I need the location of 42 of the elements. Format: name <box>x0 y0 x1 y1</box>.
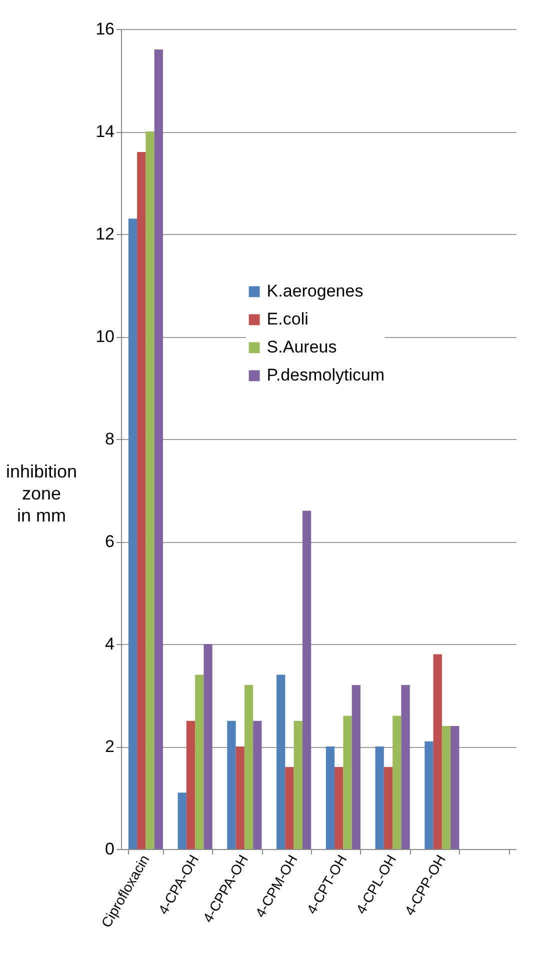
bar <box>146 132 154 849</box>
legend-label: P.desmolyticum <box>266 366 385 385</box>
bar <box>424 741 434 849</box>
bar <box>204 644 212 849</box>
y-axis-title: inhibition zone in mm <box>6 461 78 526</box>
bar <box>375 746 384 849</box>
bar <box>450 726 460 849</box>
y-tick-label: 8 <box>105 430 114 448</box>
bar <box>154 50 163 849</box>
bar <box>178 792 186 849</box>
bar <box>433 654 442 849</box>
bar <box>384 767 393 849</box>
bar <box>128 218 138 849</box>
y-tick-label: 0 <box>105 840 114 858</box>
y-tick-label: 2 <box>105 737 114 756</box>
legend-label: S.Aureus <box>266 338 337 357</box>
bar <box>401 685 410 849</box>
bar <box>186 720 196 849</box>
bar <box>352 685 360 849</box>
bar <box>442 726 451 849</box>
bar <box>195 674 204 849</box>
y-tick-label: 14 <box>96 122 114 141</box>
legend-label: K.aerogenes <box>266 282 364 301</box>
y-tick-label: 10 <box>96 327 114 346</box>
bar <box>302 510 312 849</box>
y-tick-label: 12 <box>96 224 114 244</box>
legend-label: E.coli <box>266 310 308 329</box>
y-tick-label: 6 <box>105 532 114 551</box>
bar <box>244 685 254 849</box>
bar <box>227 720 236 849</box>
bar <box>343 716 352 849</box>
bar <box>236 746 244 849</box>
bar <box>253 720 262 849</box>
bar <box>334 767 344 849</box>
bar <box>285 767 294 849</box>
bar <box>392 716 402 849</box>
y-tick-label: 4 <box>105 634 114 654</box>
bar <box>137 152 146 849</box>
bar <box>276 674 286 849</box>
bar <box>294 720 302 849</box>
y-tick-label: 16 <box>96 20 114 38</box>
bar <box>326 746 335 849</box>
